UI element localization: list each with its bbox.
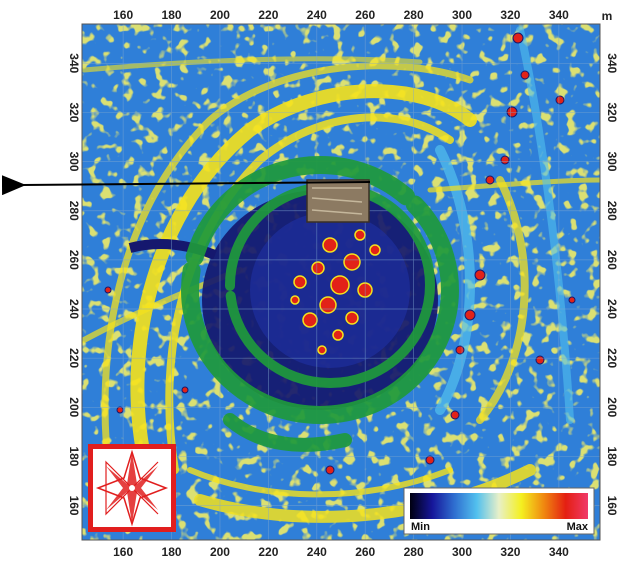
y-tick-label-left: 300 [67,152,81,172]
y-axis-left: 160 180 200 220 240 260 280 300 320 340 [67,53,81,516]
y-tick-label-right: 240 [605,299,619,319]
x-tick-label-top: 340 [549,8,569,22]
y-tick-label-left: 340 [67,53,81,73]
x-tick-label-bottom: 200 [210,545,230,559]
x-tick-label-top: 260 [355,8,375,22]
y-tick-label-right: 280 [605,201,619,221]
direction-arrow-left-icon [1,175,371,196]
map-frame [81,23,601,541]
excavation-trench [306,179,370,223]
y-tick-label-left: 240 [67,299,81,319]
y-tick-label-left: 320 [67,102,81,122]
legend-gradient-bar [410,493,588,519]
green-outer-ring [181,156,459,424]
x-tick-label-top: 220 [258,8,278,22]
x-axis-top: 160 180 200 220 240 260 280 300 320 340 [113,8,569,22]
x-tick-label-top: 280 [404,8,424,22]
axis-unit-label: m [602,9,613,23]
scattered-anomalies [104,32,576,475]
legend-min-label: Min [411,521,430,533]
x-tick-label-top: 200 [210,8,230,22]
map-grid [82,24,600,540]
y-tick-label-right: 220 [605,348,619,368]
x-axis-bottom: 160 180 200 220 240 260 280 300 320 340 [113,545,569,559]
y-axis-right: 160 180 200 220 240 260 280 300 320 340 [605,53,619,516]
x-tick-label-bottom: 340 [549,545,569,559]
y-tick-label-right: 260 [605,250,619,270]
dark-band-west [128,239,217,260]
y-tick-label-left: 200 [67,397,81,417]
y-tick-label-right: 160 [605,496,619,516]
y-tick-label-left: 280 [67,201,81,221]
x-tick-label-top: 160 [113,8,133,22]
color-scale-legend: Min Max [403,487,595,535]
y-tick-label-right: 340 [605,53,619,73]
eight-point-star-compass-icon [88,444,176,532]
trench-detail [311,187,363,215]
x-tick-label-bottom: 280 [404,545,424,559]
x-tick-label-top: 300 [452,8,472,22]
x-tick-label-top: 240 [307,8,327,22]
y-tick-label-right: 300 [605,152,619,172]
legend-max-label: Max [567,521,589,533]
x-tick-label-top: 180 [162,8,182,22]
x-tick-label-bottom: 240 [307,545,327,559]
y-tick-label-left: 260 [67,250,81,270]
x-tick-label-top: 320 [500,8,520,22]
x-tick-label-bottom: 260 [355,545,375,559]
green-ring-tail [223,413,352,452]
y-tick-label-right: 180 [605,446,619,466]
x-tick-label-bottom: 180 [162,545,182,559]
y-tick-label-right: 320 [605,102,619,122]
map-plot-area [82,24,600,540]
y-tick-label-left: 180 [67,446,81,466]
y-tick-label-right: 200 [605,397,619,417]
y-tick-label-left: 160 [67,496,81,516]
x-tick-label-bottom: 300 [452,545,472,559]
y-tick-label-left: 220 [67,348,81,368]
x-tick-label-bottom: 220 [258,545,278,559]
x-tick-label-bottom: 160 [113,545,133,559]
central-inner-zone [250,212,410,368]
x-tick-label-bottom: 320 [500,545,520,559]
